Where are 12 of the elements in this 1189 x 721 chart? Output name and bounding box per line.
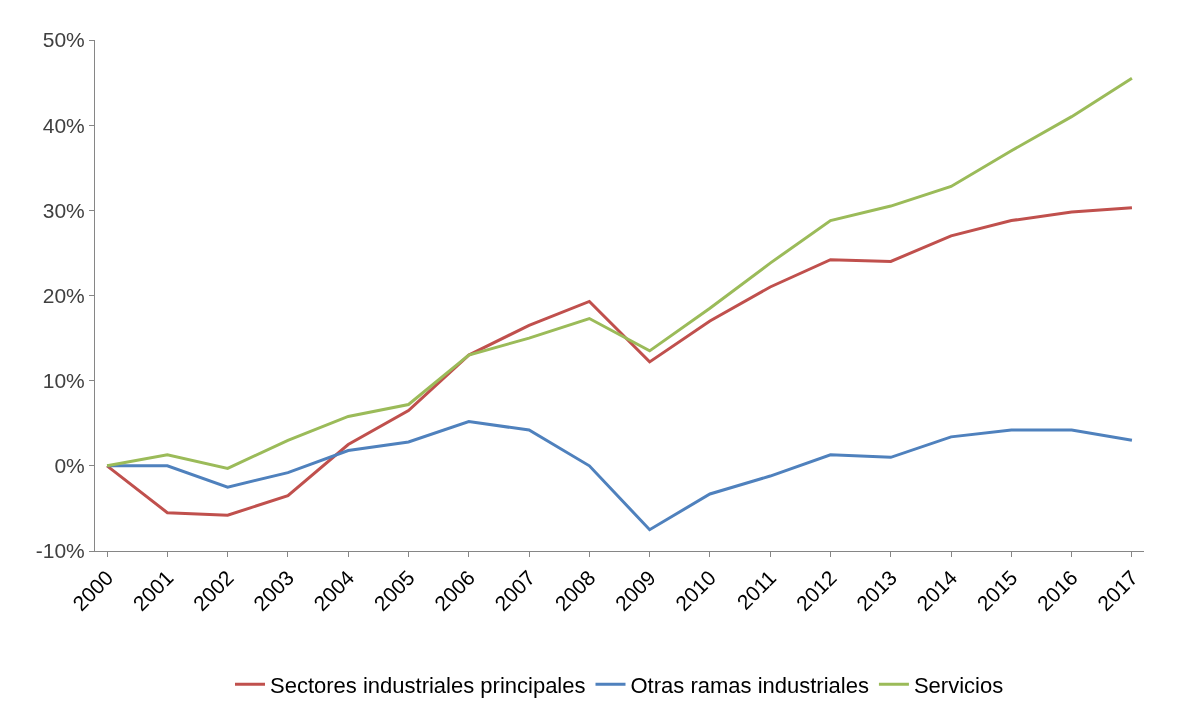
y-tick-label: 20% — [42, 283, 85, 307]
line-series — [105, 76, 1134, 470]
line-series — [105, 206, 1134, 517]
y-tick-label: 10% — [42, 369, 85, 393]
legend-label: Servicios — [913, 672, 1004, 698]
legend-label: Otras ramas industriales — [630, 672, 869, 698]
y-tick-label: 40% — [42, 113, 85, 137]
legend-label: Sectores industriales principales — [270, 672, 586, 698]
y-tick-label: 0% — [54, 454, 85, 478]
y-tick-label: -10% — [35, 539, 85, 563]
y-tick-label: 30% — [42, 198, 85, 222]
y-tick-label: 50% — [42, 28, 85, 52]
